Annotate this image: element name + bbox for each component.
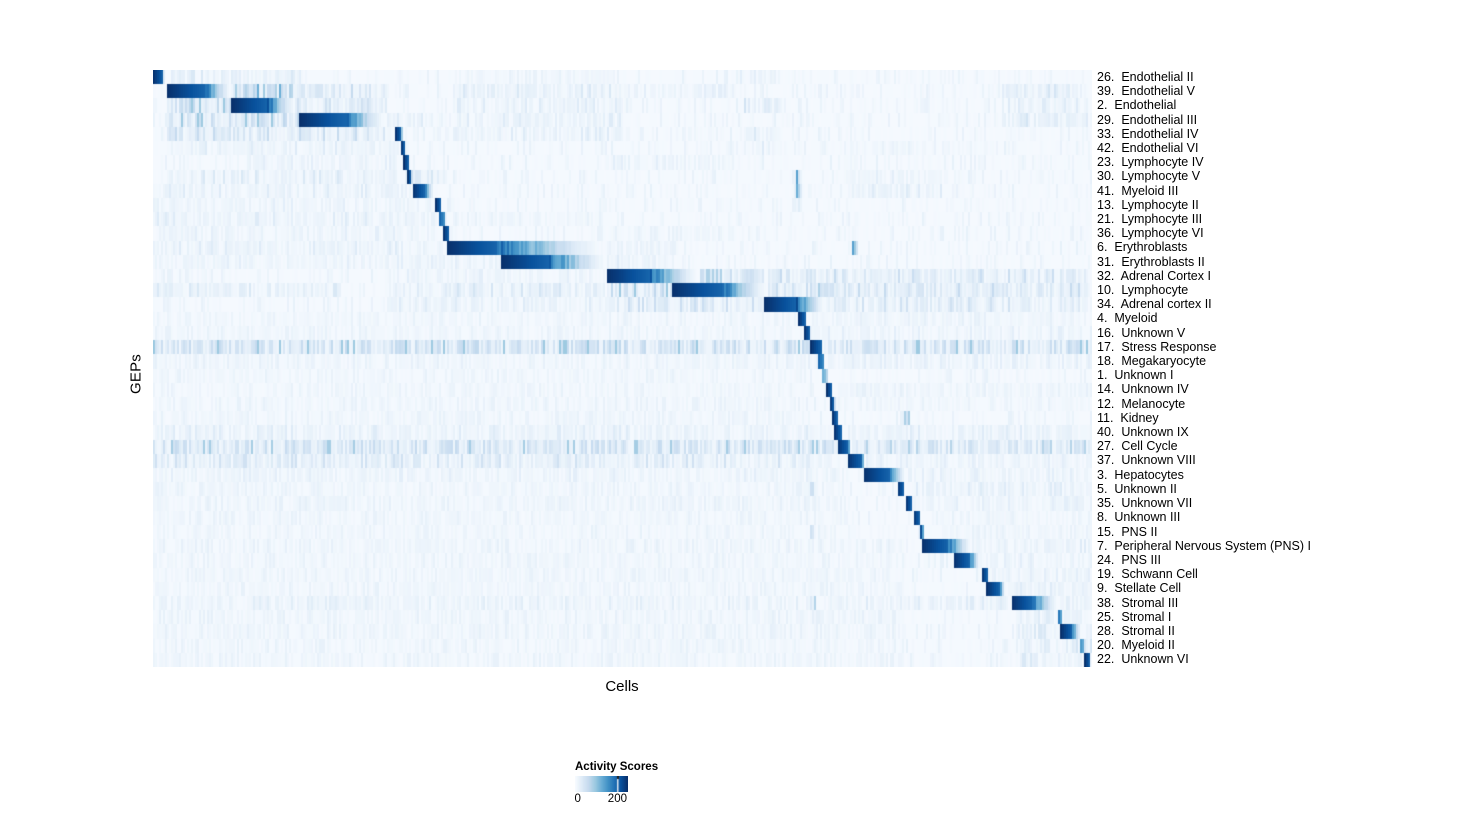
row-label: 13. Lymphocyte II — [1097, 197, 1199, 212]
row-label: 40. Unknown IX — [1097, 425, 1189, 440]
row-label: 5. Unknown II — [1097, 481, 1177, 496]
heatmap-canvas — [153, 70, 1092, 667]
row-label: 32. Adrenal Cortex I — [1097, 268, 1211, 283]
row-label: 28. Stromal II — [1097, 623, 1175, 638]
legend-tick-label: 200 — [607, 793, 627, 805]
colorbar-tick-labels: 0 200 — [574, 792, 628, 806]
row-label: 16. Unknown V — [1097, 325, 1186, 340]
row-label: 42. Endothelial VI — [1097, 141, 1199, 156]
row-label: 18. Megakaryocyte — [1097, 354, 1207, 369]
row-label: 1. Unknown I — [1097, 368, 1174, 383]
row-label: 35. Unknown VII — [1097, 496, 1193, 511]
row-label: 15. PNS II — [1097, 524, 1158, 539]
row-label: 3. Hepatocytes — [1097, 467, 1184, 482]
row-label: 17. Stress Response — [1097, 339, 1217, 354]
colorbar-legend: Activity Scores 0 200 — [574, 761, 659, 806]
row-label: 9. Stellate Cell — [1097, 581, 1182, 596]
row-label: 4. Myeloid — [1097, 311, 1158, 326]
row-label: 31. Erythroblasts II — [1097, 254, 1205, 269]
legend-title: Activity Scores — [575, 761, 659, 773]
row-label: 37. Unknown VIII — [1097, 453, 1196, 468]
row-label: 27. Cell Cycle — [1097, 439, 1178, 454]
row-label: 38. Stromal III — [1097, 595, 1179, 610]
row-label: 36. Lymphocyte VI — [1097, 226, 1204, 241]
row-label: 25. Stromal I — [1097, 609, 1172, 624]
row-label: 7. Peripheral Nervous System (PNS) I — [1097, 538, 1311, 553]
row-label: 39. Endothelial V — [1097, 84, 1195, 99]
colorbar-gradient — [575, 776, 628, 792]
row-label: 10. Lymphocyte — [1097, 283, 1189, 298]
row-label: 24. PNS III — [1097, 552, 1161, 567]
row-label: 8. Unknown III — [1097, 510, 1181, 525]
row-label: 30. Lymphocyte V — [1097, 169, 1201, 184]
row-label: 21. Lymphocyte III — [1097, 212, 1203, 227]
legend-tick-label: 0 — [574, 793, 581, 805]
x-axis-label: Cells — [605, 678, 639, 695]
row-label: 23. Lymphocyte IV — [1097, 155, 1204, 170]
row-label: 29. Endothelial III — [1097, 112, 1198, 127]
y-axis-label: GEPs — [127, 354, 145, 394]
row-label: 34. Adrenal cortex II — [1097, 297, 1212, 312]
row-label: 33. Endothelial IV — [1097, 126, 1199, 141]
row-label: 14. Unknown IV — [1097, 382, 1189, 397]
row-label-list: 26. Endothelial II 39. Endothelial V 2. En… — [1097, 70, 1311, 667]
row-label: 41. Myeloid III — [1097, 183, 1179, 198]
row-label: 11. Kidney — [1097, 410, 1159, 425]
row-label: 6. Erythroblasts — [1097, 240, 1188, 255]
row-label: 22. Unknown VI — [1097, 652, 1189, 667]
row-label: 19. Schwann Cell — [1097, 567, 1198, 582]
row-label: 26. Endothelial II — [1097, 70, 1194, 84]
row-label: 2. Endothelial — [1097, 98, 1177, 113]
row-label: 20. Myeloid II — [1097, 638, 1175, 653]
row-label: 12. Melanocyte — [1097, 396, 1186, 411]
